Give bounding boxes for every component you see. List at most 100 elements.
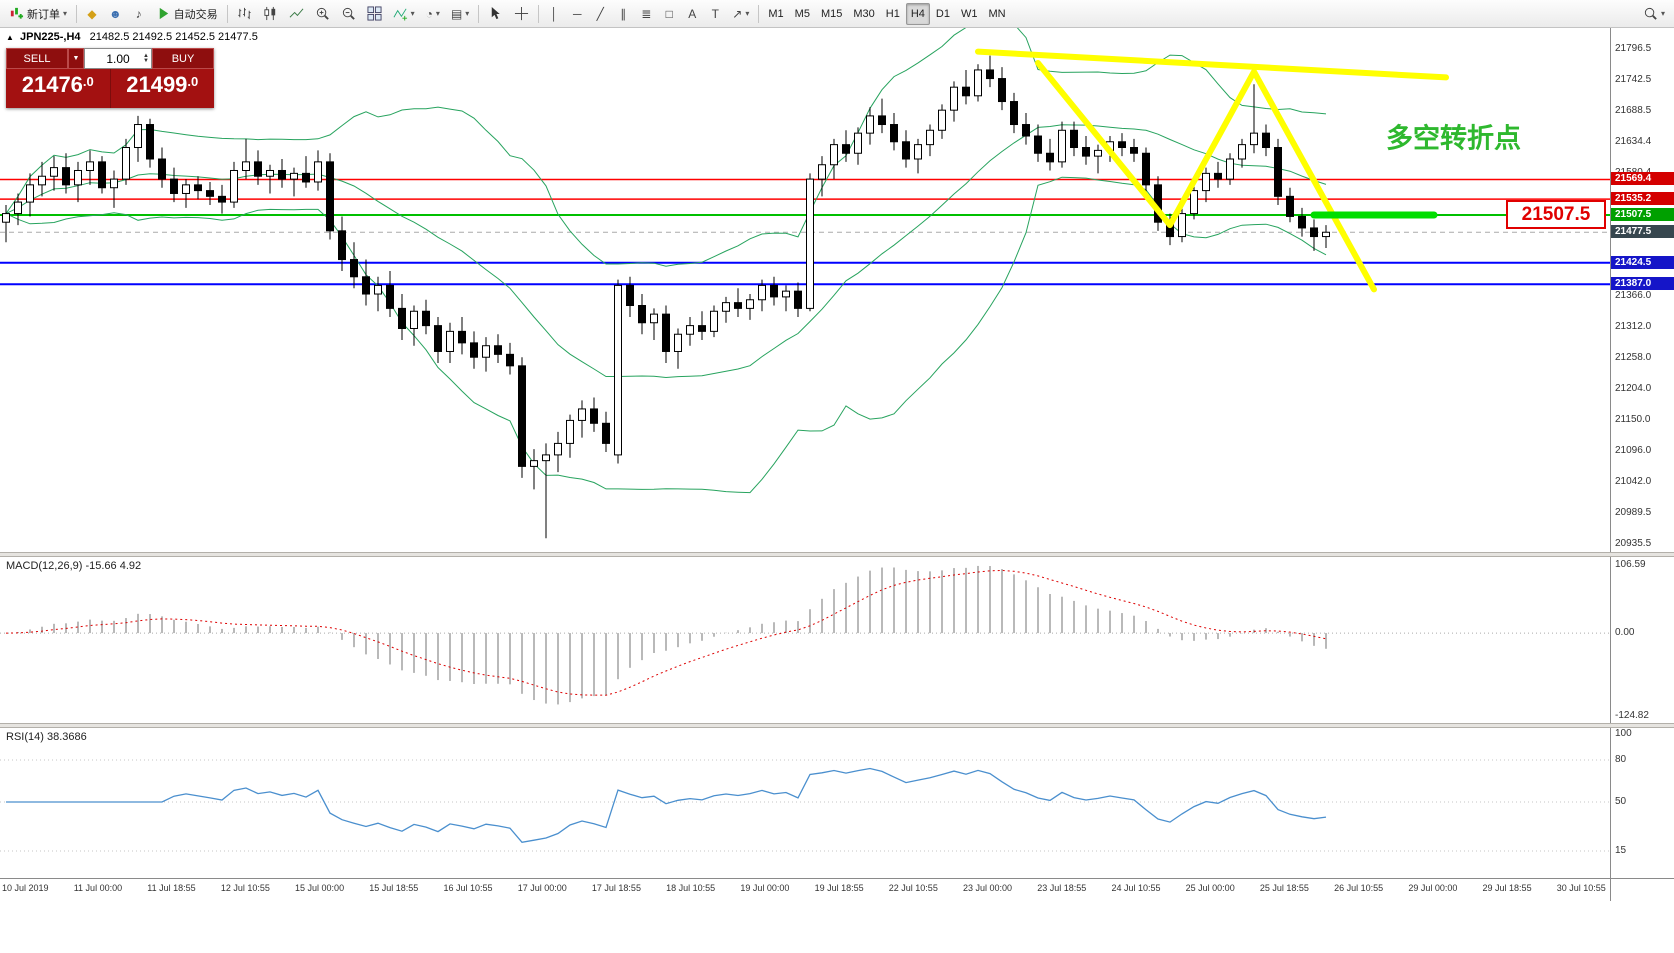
sell-button[interactable]: SELL (6, 48, 68, 69)
main-toolbar: 新订单 ▾ ◆ ☻ ♪ 自动交易 ▾ ◔ ▾ ▤ ▾ │ ─ ╱ ∥ ≣ □ A T… (0, 0, 1674, 28)
chevron-down-icon: ▾ (435, 9, 440, 18)
buy-price[interactable]: 21499.0 (126, 72, 199, 97)
step-down-icon[interactable]: ▼ (143, 57, 149, 64)
time-axis-label: 30 Jul 10:55 (1556, 883, 1606, 893)
toolbar-separator (758, 4, 760, 23)
chevron-down-icon: ▾ (63, 9, 68, 18)
time-axis-label: 15 Jul 00:00 (295, 883, 345, 893)
price-tick: 21366.0 (1615, 290, 1652, 302)
timeframe-H4[interactable]: H4 (905, 2, 930, 25)
cursor-icon (492, 6, 501, 20)
autotrading-button[interactable]: 自动交易 (151, 3, 223, 25)
drawn-trendlines (975, 48, 1449, 293)
market-icon: ◆ (87, 6, 97, 21)
zoom-in-button[interactable] (310, 3, 335, 25)
timeframe-M5[interactable]: M5 (790, 3, 815, 25)
sell-price[interactable]: 21476.0 (6, 69, 111, 108)
price-tick: 21150.0 (1615, 414, 1651, 426)
arrows-tool-button[interactable]: ↗ ▾ (727, 3, 754, 25)
macd-signal-line (5, 569, 1327, 696)
profile-icon: ☻ (109, 6, 122, 21)
crosshair-tool-button[interactable] (509, 3, 534, 25)
alerts-button[interactable]: ♪ (128, 3, 150, 25)
buy-button[interactable]: BUY (152, 48, 214, 69)
price-tick: 21204.0 (1615, 383, 1652, 395)
step-up-icon[interactable]: ▲ (143, 52, 149, 59)
timeframe-M15[interactable]: M15 (816, 3, 847, 25)
volume-stepper[interactable]: ▲ ▼ (143, 52, 149, 64)
line-chart-button[interactable] (284, 3, 309, 25)
price-tick: 20989.5 (1615, 506, 1652, 518)
timeframe-D1[interactable]: D1 (931, 3, 955, 25)
macd-canvas[interactable] (0, 557, 1610, 723)
time-axis[interactable]: 10 Jul 2019 11 Jul 00:00 11 Jul 18:55 12 Ju… (0, 879, 1610, 901)
shapes-tool-button[interactable]: □ (658, 3, 680, 25)
timeframe-M30[interactable]: M30 (848, 3, 879, 25)
vertical-line-icon: │ (550, 6, 559, 21)
panel-divider[interactable] (0, 723, 1674, 728)
indicators-icon (393, 8, 407, 21)
new-order-label: 新订单 (27, 8, 60, 21)
trade-options-button[interactable]: ▼ (68, 48, 84, 69)
horizontal-line-icon: ─ (573, 6, 582, 21)
channel-icon: ∥ (620, 6, 627, 21)
search-button[interactable]: ▾ (1638, 3, 1670, 25)
rsi-canvas[interactable] (0, 728, 1610, 878)
main-chart-plot[interactable]: 多空转折点 ▲ JPN225-,H4 21482.5 21492.5 21452… (0, 28, 1610, 552)
panel-divider[interactable] (0, 552, 1674, 557)
chevron-down-icon: ▾ (1660, 9, 1665, 18)
chevron-down-icon: ▼ (72, 55, 80, 62)
trendline-tool-button[interactable]: ╱ (589, 3, 611, 25)
volume-input[interactable]: 1.00 ▲ ▼ (84, 48, 152, 69)
price-tick: 21742.5 (1615, 73, 1652, 85)
community-button[interactable]: ☻ (104, 3, 127, 25)
zoom-out-button[interactable] (336, 3, 361, 25)
cursor-tool-button[interactable] (483, 3, 508, 25)
fibonacci-tool-button[interactable]: ≣ (635, 3, 657, 25)
rsi-axis-label: 100 (1615, 728, 1632, 739)
search-icon (1644, 7, 1657, 20)
tile-windows-button[interactable] (362, 3, 387, 25)
vertical-line-tool-button[interactable]: │ (543, 3, 565, 25)
rsi-axis[interactable]: 100 80 50 15 (1610, 728, 1674, 878)
zoom-in-icon (316, 7, 329, 20)
macd-axis-label: -124.82 (1615, 710, 1649, 721)
level-lines (0, 178, 1610, 286)
time-axis-label: 26 Jul 10:55 (1334, 883, 1384, 893)
market-button[interactable]: ◆ (81, 3, 103, 25)
time-axis-label: 11 Jul 00:00 (73, 883, 123, 893)
timeframe-W1[interactable]: W1 (956, 3, 983, 25)
price-callout[interactable]: 21507.5 (1506, 200, 1606, 230)
volume-value: 1.00 (106, 51, 130, 66)
main-chart-canvas[interactable]: 多空转折点 (0, 28, 1610, 552)
chevron-down-icon: ▾ (745, 9, 750, 18)
indicators-button[interactable]: ▾ (388, 3, 420, 25)
label-tool-button[interactable]: T (704, 3, 726, 25)
macd-plot[interactable]: MACD(12,26,9) -15.66 4.92 (0, 557, 1610, 723)
macd-label: MACD(12,26,9) -15.66 4.92 (6, 560, 142, 572)
templates-button[interactable]: ▤ ▾ (446, 3, 474, 25)
macd-axis[interactable]: 106.59 0.00 -124.82 (1610, 557, 1674, 723)
rsi-plot[interactable]: RSI(14) 38.3686 (0, 728, 1610, 878)
macd-panel: MACD(12,26,9) -15.66 4.92 106.59 0.00 -124… (0, 557, 1674, 723)
collapse-panel-icon[interactable]: ▲ (6, 33, 14, 42)
timeframe-M1[interactable]: M1 (763, 3, 788, 25)
horizontal-line-tool-button[interactable]: ─ (566, 3, 588, 25)
timeframe-H1[interactable]: H1 (881, 3, 905, 25)
autotrading-label: 自动交易 (173, 8, 218, 21)
timeframe-MN[interactable]: MN (983, 3, 1010, 25)
price-tick: 21634.4 (1615, 136, 1652, 148)
new-order-button[interactable]: 新订单 ▾ (4, 3, 72, 25)
candlestick-chart-button[interactable] (258, 3, 283, 25)
time-axis-label: 23 Jul 18:55 (1037, 883, 1087, 893)
time-axis-label: 23 Jul 00:00 (963, 883, 1013, 893)
text-tool-button[interactable]: A (681, 3, 703, 25)
bar-chart-button[interactable] (232, 3, 257, 25)
price-tag: 21477.5 (1611, 225, 1674, 239)
price-axis[interactable]: 21796.521742.521688.521634.421580.421366… (1610, 28, 1674, 552)
periods-button[interactable]: ◔ ▾ (421, 3, 445, 25)
channel-tool-button[interactable]: ∥ (612, 3, 634, 25)
rsi-axis-label: 15 (1615, 845, 1627, 856)
rsi-axis-label: 50 (1615, 796, 1627, 807)
